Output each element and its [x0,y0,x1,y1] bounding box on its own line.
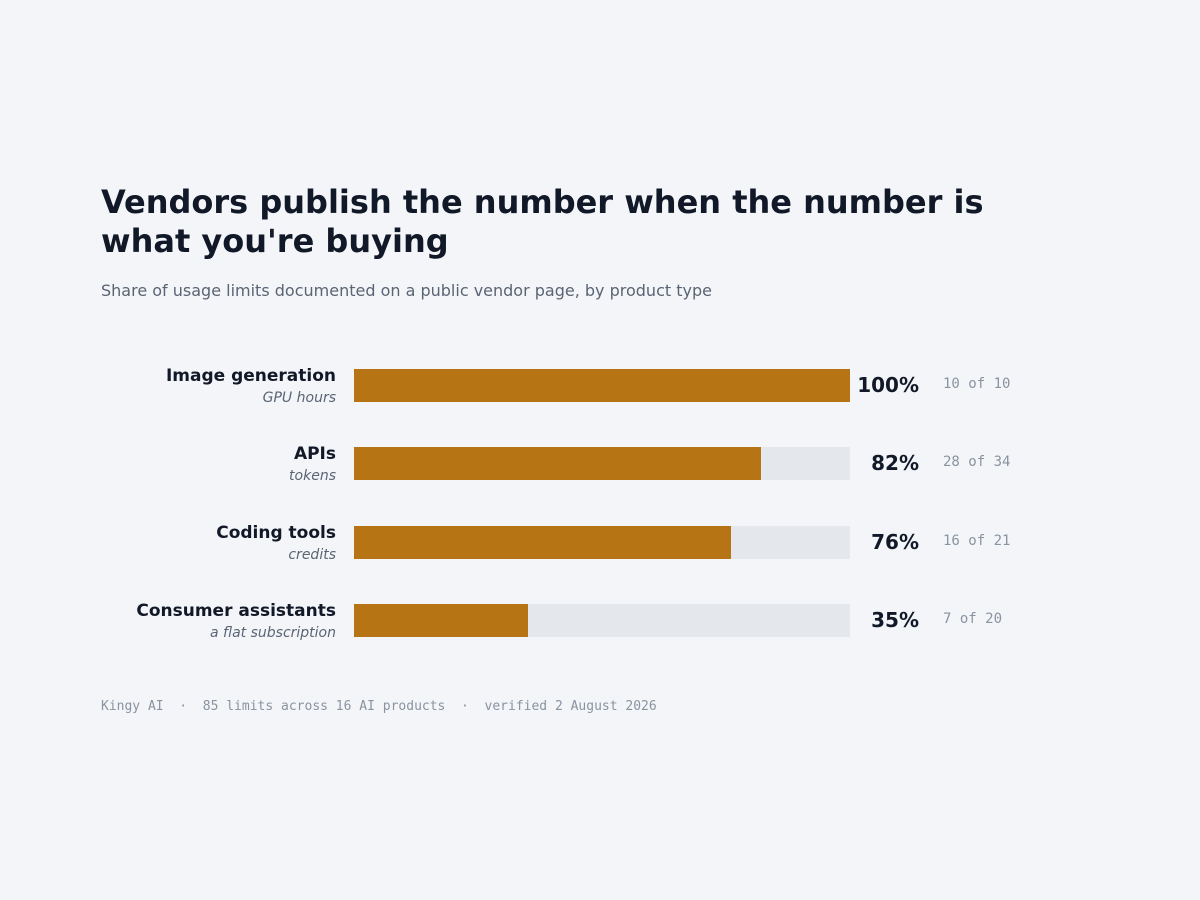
bar-track [354,604,850,637]
value-label: 35% [871,608,919,632]
chart-subtitle: Share of usage limits documented on a pu… [101,281,712,300]
bar-row: Image generation GPU hours 100% 10 of 10 [0,365,1200,425]
category-label: APIs [293,444,336,464]
bar [354,526,731,559]
bar-row: Consumer assistants a flat subscription 35… [0,600,1200,660]
bar-track [354,447,850,480]
bar [354,604,528,637]
bar-track [354,369,850,402]
chart-title: Vendors publish the number when the numb… [101,183,984,260]
bar [354,369,850,402]
chart-footer: Kingy AI · 85 limits across 16 AI produc… [101,699,657,714]
count-label: 28 of 34 [943,454,1011,470]
category-label: Coding tools [216,523,336,543]
bar-row: Coding tools credits 76% 16 of 21 [0,522,1200,582]
bar [354,447,761,480]
value-label: 100% [857,373,919,397]
value-label: 76% [871,530,919,554]
category-unit-label: a flat subscription [210,625,336,641]
count-label: 10 of 10 [943,376,1011,392]
category-unit-label: credits [288,547,336,563]
category-unit-label: tokens [289,468,336,484]
category-label: Consumer assistants [136,601,336,621]
category-unit-label: GPU hours [262,390,336,406]
category-label: Image generation [165,366,336,386]
count-label: 7 of 20 [943,611,1003,627]
bar-track [354,526,850,559]
bar-row: APIs tokens 82% 28 of 34 [0,443,1200,503]
value-label: 82% [871,451,919,475]
count-label: 16 of 21 [943,533,1011,549]
